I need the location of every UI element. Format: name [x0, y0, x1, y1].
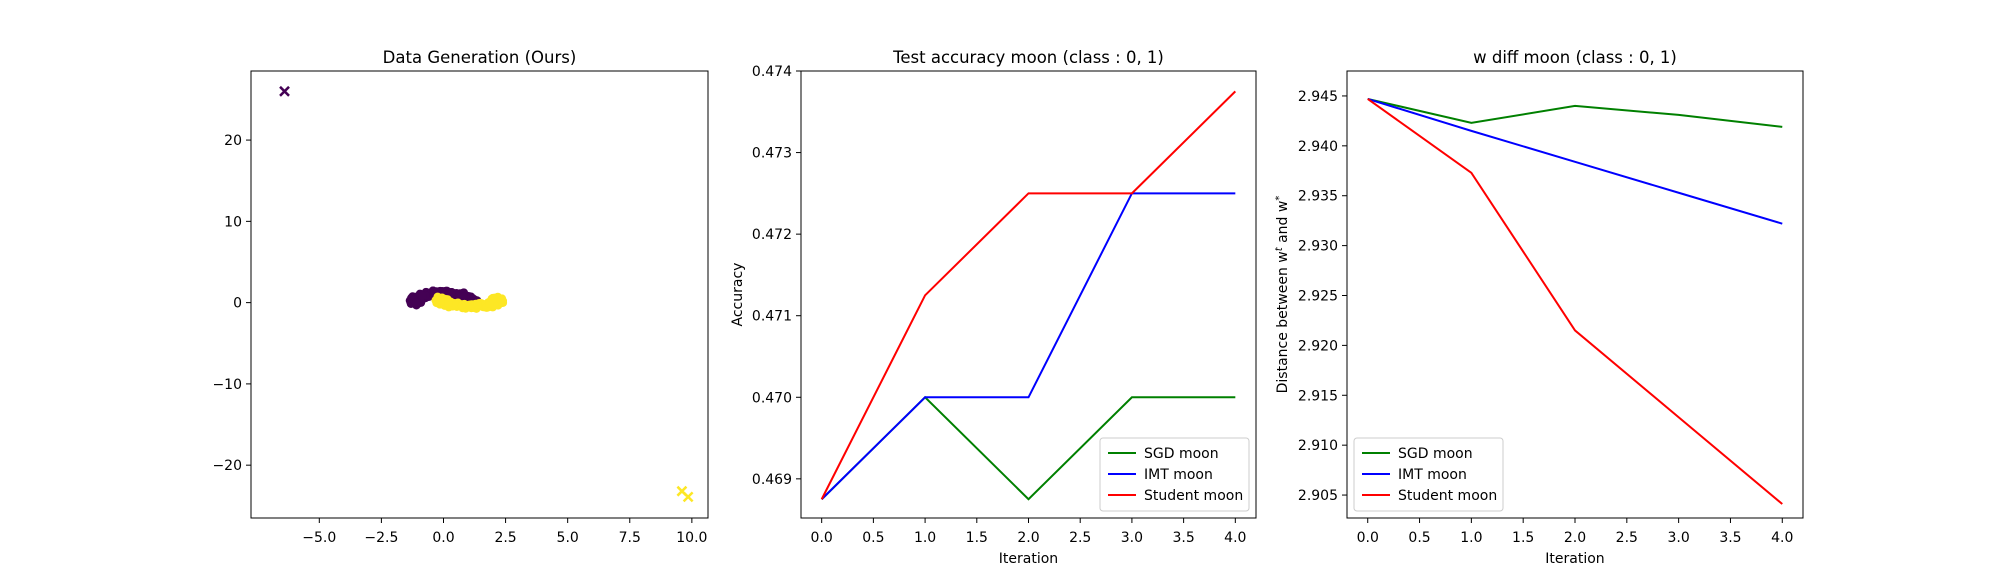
y-tick-label: 2.945 — [1298, 89, 1338, 105]
data-point-class-1 — [473, 300, 482, 309]
data-point-class-0 — [447, 287, 456, 297]
legend: SGD moon IMT moon Student moon — [1099, 437, 1250, 512]
x-tick-label: 3.5 — [1172, 530, 1194, 546]
y-tick-label: 0.471 — [752, 309, 792, 325]
scatter-chart-data-generation: −5.0 −2.5 0.0 2.5 5.0 7.5 10.0 −20 −10 0 10 20 Data … — [212, 48, 709, 546]
x-tick-label: 0.5 — [862, 530, 884, 546]
legend-label: Student moon — [1398, 488, 1497, 504]
x-tick-label: 10.0 — [676, 530, 707, 546]
x-tick-label: 2.0 — [1017, 530, 1039, 546]
y-tick-label: 2.905 — [1298, 488, 1338, 504]
legend-label: SGD moon — [1398, 446, 1473, 462]
y-axis-label-part: Distance between w — [1275, 251, 1291, 393]
x-tick-label: 4.0 — [1224, 530, 1246, 546]
y-axis-label: Accuracy — [730, 263, 746, 327]
series-line-imt-moon — [820, 192, 1236, 500]
y-axis-label-sup: t — [1274, 246, 1285, 251]
x-tick-label: 1.5 — [1512, 530, 1534, 546]
axes-frame — [1346, 70, 1804, 519]
outlier-x-marker — [682, 491, 694, 503]
legend-box — [1099, 437, 1250, 512]
x-tick-label: 0.0 — [432, 530, 454, 546]
data-point-class-0 — [418, 291, 427, 301]
x-tick-label: 0.5 — [1408, 530, 1430, 546]
axes-frame — [800, 70, 1257, 519]
y-tick-label: 2.910 — [1298, 438, 1338, 454]
data-point-class-0 — [459, 292, 468, 302]
y-tick-label: 2.940 — [1298, 139, 1338, 155]
x-tick-label: 7.5 — [619, 530, 641, 546]
legend-label: Student moon — [1144, 488, 1243, 504]
x-tick-label: 3.0 — [1668, 530, 1690, 546]
x-tick-label: 3.0 — [1121, 530, 1143, 546]
y-tick-label: 20 — [224, 133, 242, 149]
y-tick-label: 2.935 — [1298, 189, 1338, 205]
y-tick-label: 2.925 — [1298, 288, 1338, 304]
data-point-class-1 — [485, 299, 494, 308]
x-tick-label: 3.5 — [1719, 530, 1741, 546]
series-line-student-moon — [820, 90, 1237, 500]
y-tick-label: 2.930 — [1298, 239, 1338, 255]
outlier-x-marker — [279, 85, 290, 97]
x-tick-label: −5.0 — [302, 530, 336, 546]
line-chart-w-diff: 0.0 0.5 1.0 1.5 2.0 2.5 3.0 3.5 4.0 2.905 2.910 2.9… — [1274, 48, 1804, 567]
x-tick-label: 2.5 — [1069, 530, 1091, 546]
legend-label: IMT moon — [1144, 467, 1213, 483]
x-tick-label: 1.0 — [914, 530, 936, 546]
series-line-student-moon — [1367, 98, 1783, 505]
line-chart-test-accuracy: 0.0 0.5 1.0 1.5 2.0 2.5 3.0 3.5 4.0 0.469 0.470 0.4… — [730, 48, 1257, 567]
x-tick-label: 1.5 — [966, 530, 988, 546]
y-tick-label: 2.920 — [1298, 338, 1338, 354]
y-axis-label-sup: * — [1274, 196, 1285, 201]
chart-title: Test accuracy moon (class : 0, 1) — [892, 48, 1164, 67]
y-tick-label: −10 — [212, 377, 242, 393]
y-tick-label: 0.474 — [752, 64, 792, 80]
x-tick-label: 5.0 — [557, 530, 579, 546]
moon-data-points — [405, 286, 508, 313]
y-tick-label: 0.473 — [752, 146, 792, 162]
x-tick-label: −2.5 — [364, 530, 398, 546]
data-point-class-1 — [444, 299, 453, 308]
x-tick-label: 4.0 — [1771, 530, 1793, 546]
y-axis-label: Distance between wt and w* — [1274, 196, 1292, 394]
data-point-class-1 — [450, 299, 460, 308]
chart-title: Data Generation (Ours) — [383, 48, 577, 67]
y-tick-label: 10 — [224, 214, 242, 230]
x-tick-label: 2.0 — [1564, 530, 1586, 546]
series-line-imt-moon — [1367, 97, 1783, 225]
series-line-sgd-moon — [1367, 97, 1783, 128]
axes-frame — [250, 70, 709, 519]
x-tick-label: 1.0 — [1460, 530, 1482, 546]
y-tick-label: 0 — [233, 296, 242, 312]
x-tick-label: 0.0 — [811, 530, 833, 546]
legend-label: IMT moon — [1398, 467, 1467, 483]
y-axis-label-part: and w — [1275, 201, 1291, 248]
x-tick-label: 2.5 — [1616, 530, 1638, 546]
legend: SGD moon IMT moon Student moon — [1353, 437, 1504, 512]
y-tick-label: 0.470 — [752, 390, 792, 406]
legend-box — [1353, 437, 1504, 512]
legend-label: SGD moon — [1144, 446, 1219, 462]
data-point-class-0 — [411, 298, 421, 307]
y-tick-label: 0.469 — [752, 472, 792, 488]
x-tick-label: 0.0 — [1357, 530, 1379, 546]
x-axis-label: Iteration — [999, 551, 1058, 567]
data-point-class-1 — [436, 297, 445, 307]
x-axis-label: Iteration — [1545, 551, 1604, 567]
data-point-class-1 — [496, 296, 505, 306]
data-point-class-1 — [457, 301, 467, 310]
chart-title: w diff moon (class : 0, 1) — [1473, 48, 1677, 67]
y-tick-label: 0.472 — [752, 227, 792, 243]
y-tick-label: 2.915 — [1298, 388, 1338, 404]
y-tick-label: −20 — [212, 458, 242, 474]
x-tick-label: 2.5 — [494, 530, 516, 546]
